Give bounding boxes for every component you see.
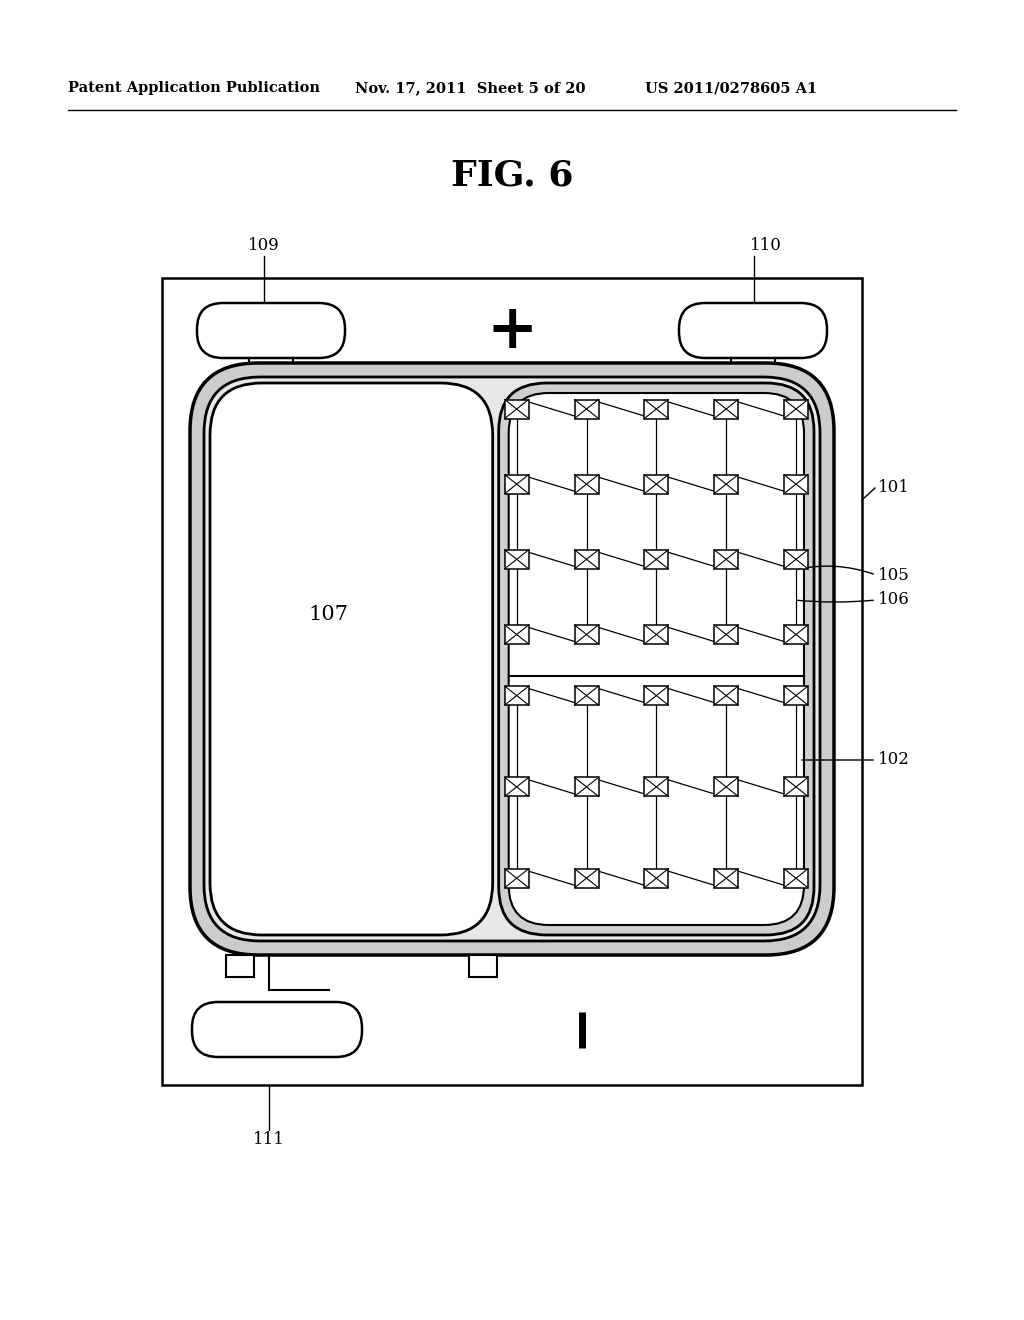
Bar — [505, 624, 528, 644]
Bar — [226, 954, 254, 977]
FancyBboxPatch shape — [509, 393, 804, 925]
Bar — [574, 475, 598, 494]
FancyBboxPatch shape — [190, 363, 834, 954]
Bar — [714, 686, 738, 705]
Text: 110: 110 — [750, 238, 781, 255]
Bar — [574, 686, 598, 705]
Bar — [574, 624, 598, 644]
Bar — [644, 550, 669, 569]
Bar — [644, 869, 669, 888]
Bar — [644, 777, 669, 796]
Text: US 2011/0278605 A1: US 2011/0278605 A1 — [645, 81, 817, 95]
Bar — [505, 686, 528, 705]
Bar — [784, 550, 808, 569]
Text: 107: 107 — [308, 606, 349, 624]
Bar — [784, 475, 808, 494]
Bar — [574, 400, 598, 418]
FancyBboxPatch shape — [197, 304, 345, 358]
Text: 106: 106 — [878, 591, 909, 609]
Text: 105: 105 — [878, 566, 909, 583]
Bar — [505, 475, 528, 494]
Text: FIG. 6: FIG. 6 — [451, 158, 573, 191]
Bar — [784, 624, 808, 644]
Bar — [784, 777, 808, 796]
Bar — [162, 279, 862, 1085]
Text: 101: 101 — [878, 479, 910, 496]
Bar — [574, 550, 598, 569]
Text: Patent Application Publication: Patent Application Publication — [68, 81, 319, 95]
Bar — [714, 869, 738, 888]
FancyBboxPatch shape — [204, 378, 820, 941]
Text: 109: 109 — [248, 238, 280, 255]
Text: +: + — [486, 301, 538, 360]
Bar — [505, 400, 528, 418]
Bar — [714, 777, 738, 796]
Bar — [644, 475, 669, 494]
Bar — [644, 624, 669, 644]
Bar — [574, 777, 598, 796]
FancyBboxPatch shape — [679, 304, 827, 358]
Text: Nov. 17, 2011  Sheet 5 of 20: Nov. 17, 2011 Sheet 5 of 20 — [355, 81, 586, 95]
Bar — [644, 400, 669, 418]
Bar — [714, 400, 738, 418]
Bar — [644, 686, 669, 705]
FancyBboxPatch shape — [193, 1002, 362, 1057]
Bar — [784, 869, 808, 888]
Text: 111: 111 — [253, 1131, 285, 1148]
Bar — [714, 475, 738, 494]
Bar — [714, 550, 738, 569]
Text: 102: 102 — [878, 751, 910, 768]
FancyBboxPatch shape — [210, 383, 493, 935]
FancyBboxPatch shape — [499, 383, 814, 935]
Bar — [714, 624, 738, 644]
Bar — [505, 550, 528, 569]
Bar — [505, 869, 528, 888]
Bar — [784, 400, 808, 418]
Bar — [574, 869, 598, 888]
Bar — [505, 777, 528, 796]
Bar — [784, 686, 808, 705]
Bar — [469, 954, 497, 977]
